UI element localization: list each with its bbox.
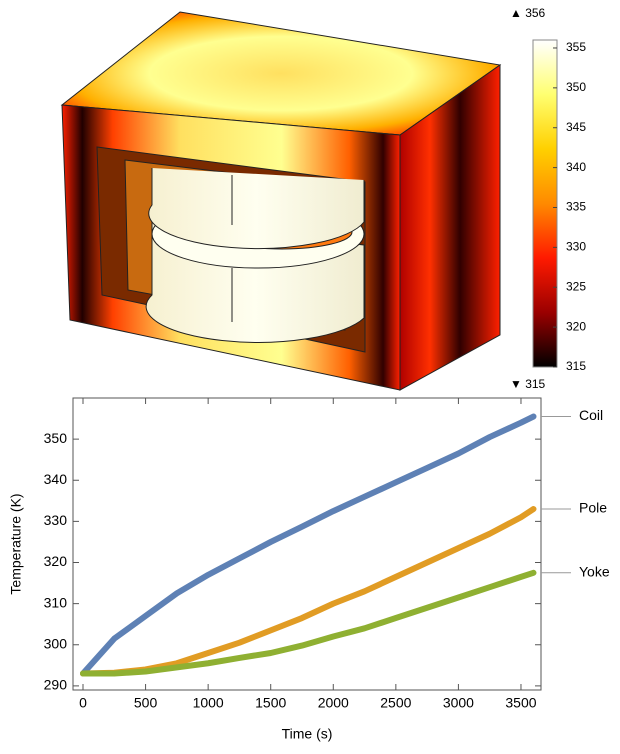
render-3d [62, 12, 500, 390]
colorbar-tick-label: 320 [566, 319, 586, 333]
legend-label: Yoke [579, 563, 610, 579]
legend-label: Pole [579, 500, 607, 516]
x-tick-label: 3500 [505, 695, 536, 711]
colorbar: 315 320 325 330 335 340 345 350 355 ▼ 315 ▲ 356 [510, 6, 586, 391]
y-axis-label: Temperature (K) [8, 493, 24, 594]
figure: 315 320 325 330 335 340 345 350 355 ▼ 315 ▲ 356 0 5… [0, 0, 620, 749]
colorbar-tick-label: 335 [566, 200, 586, 214]
x-axis-label: Time (s) [282, 726, 333, 742]
x-tick-label: 3000 [443, 695, 474, 711]
x-tick-label: 2500 [380, 695, 411, 711]
x-tick-label: 0 [79, 695, 87, 711]
y-tick-label: 350 [44, 430, 68, 446]
y-tick-label: 290 [44, 677, 68, 693]
colorbar-tick-label: 355 [566, 40, 586, 54]
x-tick-label: 1500 [255, 695, 286, 711]
colorbar-tick-label: 315 [566, 359, 586, 373]
colorbar-fill [533, 40, 557, 367]
colorbar-min-label: ▼ 315 [510, 377, 546, 391]
colorbar-max-label: ▲ 356 [510, 6, 546, 20]
y-tick-label: 310 [44, 594, 68, 610]
x-tick-label: 500 [134, 695, 158, 711]
x-tick-label: 2000 [318, 695, 349, 711]
colorbar-tick-label: 340 [566, 160, 586, 174]
colorbar-tick-label: 350 [566, 80, 586, 94]
colorbar-tick-label: 345 [566, 120, 586, 134]
line-chart: 0 500 1000 1500 2000 2500 3000 3500 290 300 310 320… [8, 398, 610, 742]
colorbar-tick-label: 330 [566, 240, 586, 254]
colorbar-tick-label: 325 [566, 279, 586, 293]
y-tick-label: 320 [44, 553, 68, 569]
y-tick-label: 340 [44, 471, 68, 487]
legend-label: Coil [579, 407, 603, 423]
y-tick-label: 330 [44, 512, 68, 528]
x-tick-label: 1000 [193, 695, 224, 711]
series-line [83, 573, 533, 674]
series-line [83, 509, 533, 674]
y-tick-label: 300 [44, 635, 68, 651]
